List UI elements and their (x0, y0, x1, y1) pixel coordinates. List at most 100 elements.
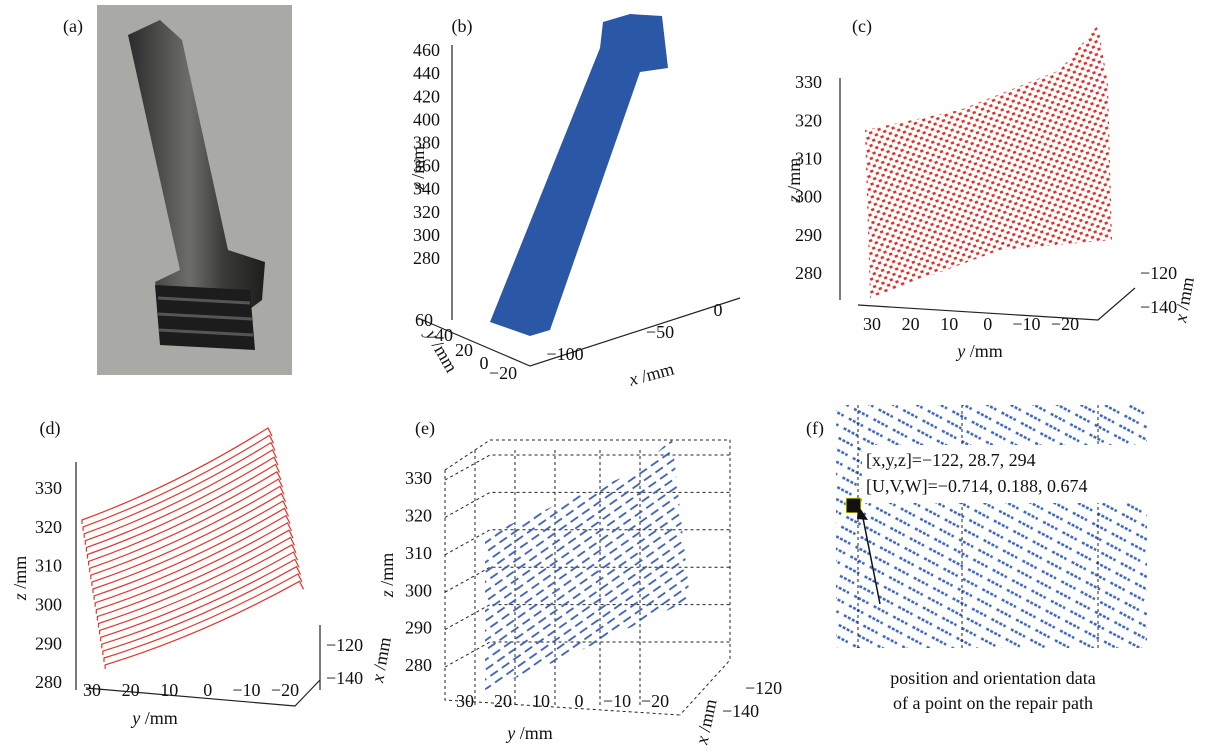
tick-label: 60 (415, 310, 433, 330)
path-line (90, 485, 285, 580)
tick-label: −140 (722, 701, 759, 721)
tick-label: 30 (83, 680, 101, 700)
tick-label: 330 (795, 72, 822, 92)
tick-label: −20 (271, 680, 299, 700)
tick-label: 300 (795, 187, 822, 207)
axis-unit: /mm (635, 359, 676, 388)
tick-label: 0 (203, 680, 212, 700)
axis-label: z /mm (784, 158, 804, 204)
tick-label: 20 (455, 340, 473, 360)
tick-label: 0 (983, 314, 992, 334)
axis-label: z /mm (408, 146, 428, 192)
arrow-head (857, 505, 868, 520)
axis-label: y /mm (130, 708, 178, 728)
tick-label: 10 (160, 680, 178, 700)
tick-label: 300 (405, 580, 432, 600)
tick-label: 0 (714, 300, 723, 320)
tick-label: −100 (546, 344, 583, 364)
grid-line (444, 641, 730, 668)
tick-label: 320 (795, 110, 822, 130)
annotation: [x,y,z]=−122, 28.7, 294 (866, 450, 1036, 470)
tick-label: 280 (35, 672, 62, 692)
root-ridges (157, 296, 254, 337)
axis-variable: y (955, 341, 965, 361)
tick-label: 10 (532, 691, 550, 711)
panel-label: (d) (40, 418, 61, 439)
path-line (96, 529, 294, 621)
panel-label: (b) (452, 16, 473, 37)
tick-label: 20 (122, 680, 140, 700)
tick-label: 0 (480, 353, 489, 373)
tick-label: 420 (413, 86, 440, 106)
axis-unit: /mm (693, 697, 720, 738)
tick-label: 400 (413, 109, 440, 129)
tick-label: −10 (603, 691, 631, 711)
path-line (82, 434, 275, 531)
blade-photo (128, 20, 265, 318)
tick-label: 340 (413, 179, 440, 199)
panel-label: (c) (852, 16, 872, 37)
axis-variable: y (505, 723, 515, 743)
tick-label: −10 (232, 680, 260, 700)
tick-label: −20 (489, 363, 517, 383)
tick-label: 20 (902, 314, 920, 334)
grid-line (444, 454, 730, 481)
axis-label: x /mm (367, 636, 395, 685)
tick-label: 30 (863, 314, 881, 334)
tick-label: 310 (35, 556, 62, 576)
axes-c (839, 78, 1136, 321)
tick-label: −120 (745, 678, 782, 698)
axis-unit: /mm (784, 158, 804, 196)
caption: of a point on the repair path (893, 693, 1093, 713)
tick-label: −20 (641, 691, 669, 711)
tick-label: 330 (405, 468, 432, 488)
panel-label: (a) (63, 16, 83, 37)
grid-e (444, 439, 731, 716)
axis-unit: /mm (10, 556, 30, 594)
axis-label: x /mm (691, 697, 720, 747)
tick-label: 280 (795, 263, 822, 283)
path-line (88, 470, 282, 566)
axis-label: y /mm (955, 341, 1003, 361)
path-line (85, 456, 279, 552)
tick-label: 440 (413, 63, 440, 83)
path-line (97, 536, 296, 628)
axis-label: y /mm (505, 723, 553, 743)
tick-label: 330 (35, 478, 62, 498)
axis-label: z /mm (10, 556, 30, 602)
axis-variable: x (691, 734, 712, 747)
annotation-box (862, 445, 1154, 503)
path-lines-d (81, 427, 305, 669)
axis-unit: /mm (965, 341, 1003, 361)
axis-unit: /mm (408, 146, 428, 184)
tick-label: 40 (435, 325, 453, 345)
axis-variable: x (367, 672, 388, 684)
axis-variable: z (377, 590, 397, 598)
tick-label: −20 (1051, 314, 1079, 334)
path-points-e (485, 438, 690, 690)
axis-variable: x (1170, 312, 1191, 324)
annotation: [U,V,W]=−0.714, 0.188, 0.674 (866, 476, 1087, 496)
tick-label: 290 (35, 633, 62, 653)
tick-label: 320 (413, 202, 440, 222)
point-cloud-c (865, 25, 1112, 298)
tick-label: 300 (35, 595, 62, 615)
path-line (103, 573, 303, 662)
path-line (102, 565, 302, 656)
selected-point (845, 497, 862, 514)
axis-unit: /mm (140, 708, 178, 728)
path-line (95, 522, 293, 614)
tick-label: 290 (795, 225, 822, 245)
tick-label: −140 (1140, 297, 1177, 317)
path-line (91, 492, 287, 587)
path-line (83, 441, 276, 538)
tick-label: −120 (326, 635, 363, 655)
zoom-f (836, 405, 1147, 648)
axis-unit: /mm (369, 636, 395, 676)
path-line (89, 478, 284, 573)
path-line (93, 507, 290, 600)
tick-label: 0 (575, 691, 584, 711)
tick-label: 300 (413, 225, 440, 245)
panel-label: (e) (415, 418, 435, 439)
